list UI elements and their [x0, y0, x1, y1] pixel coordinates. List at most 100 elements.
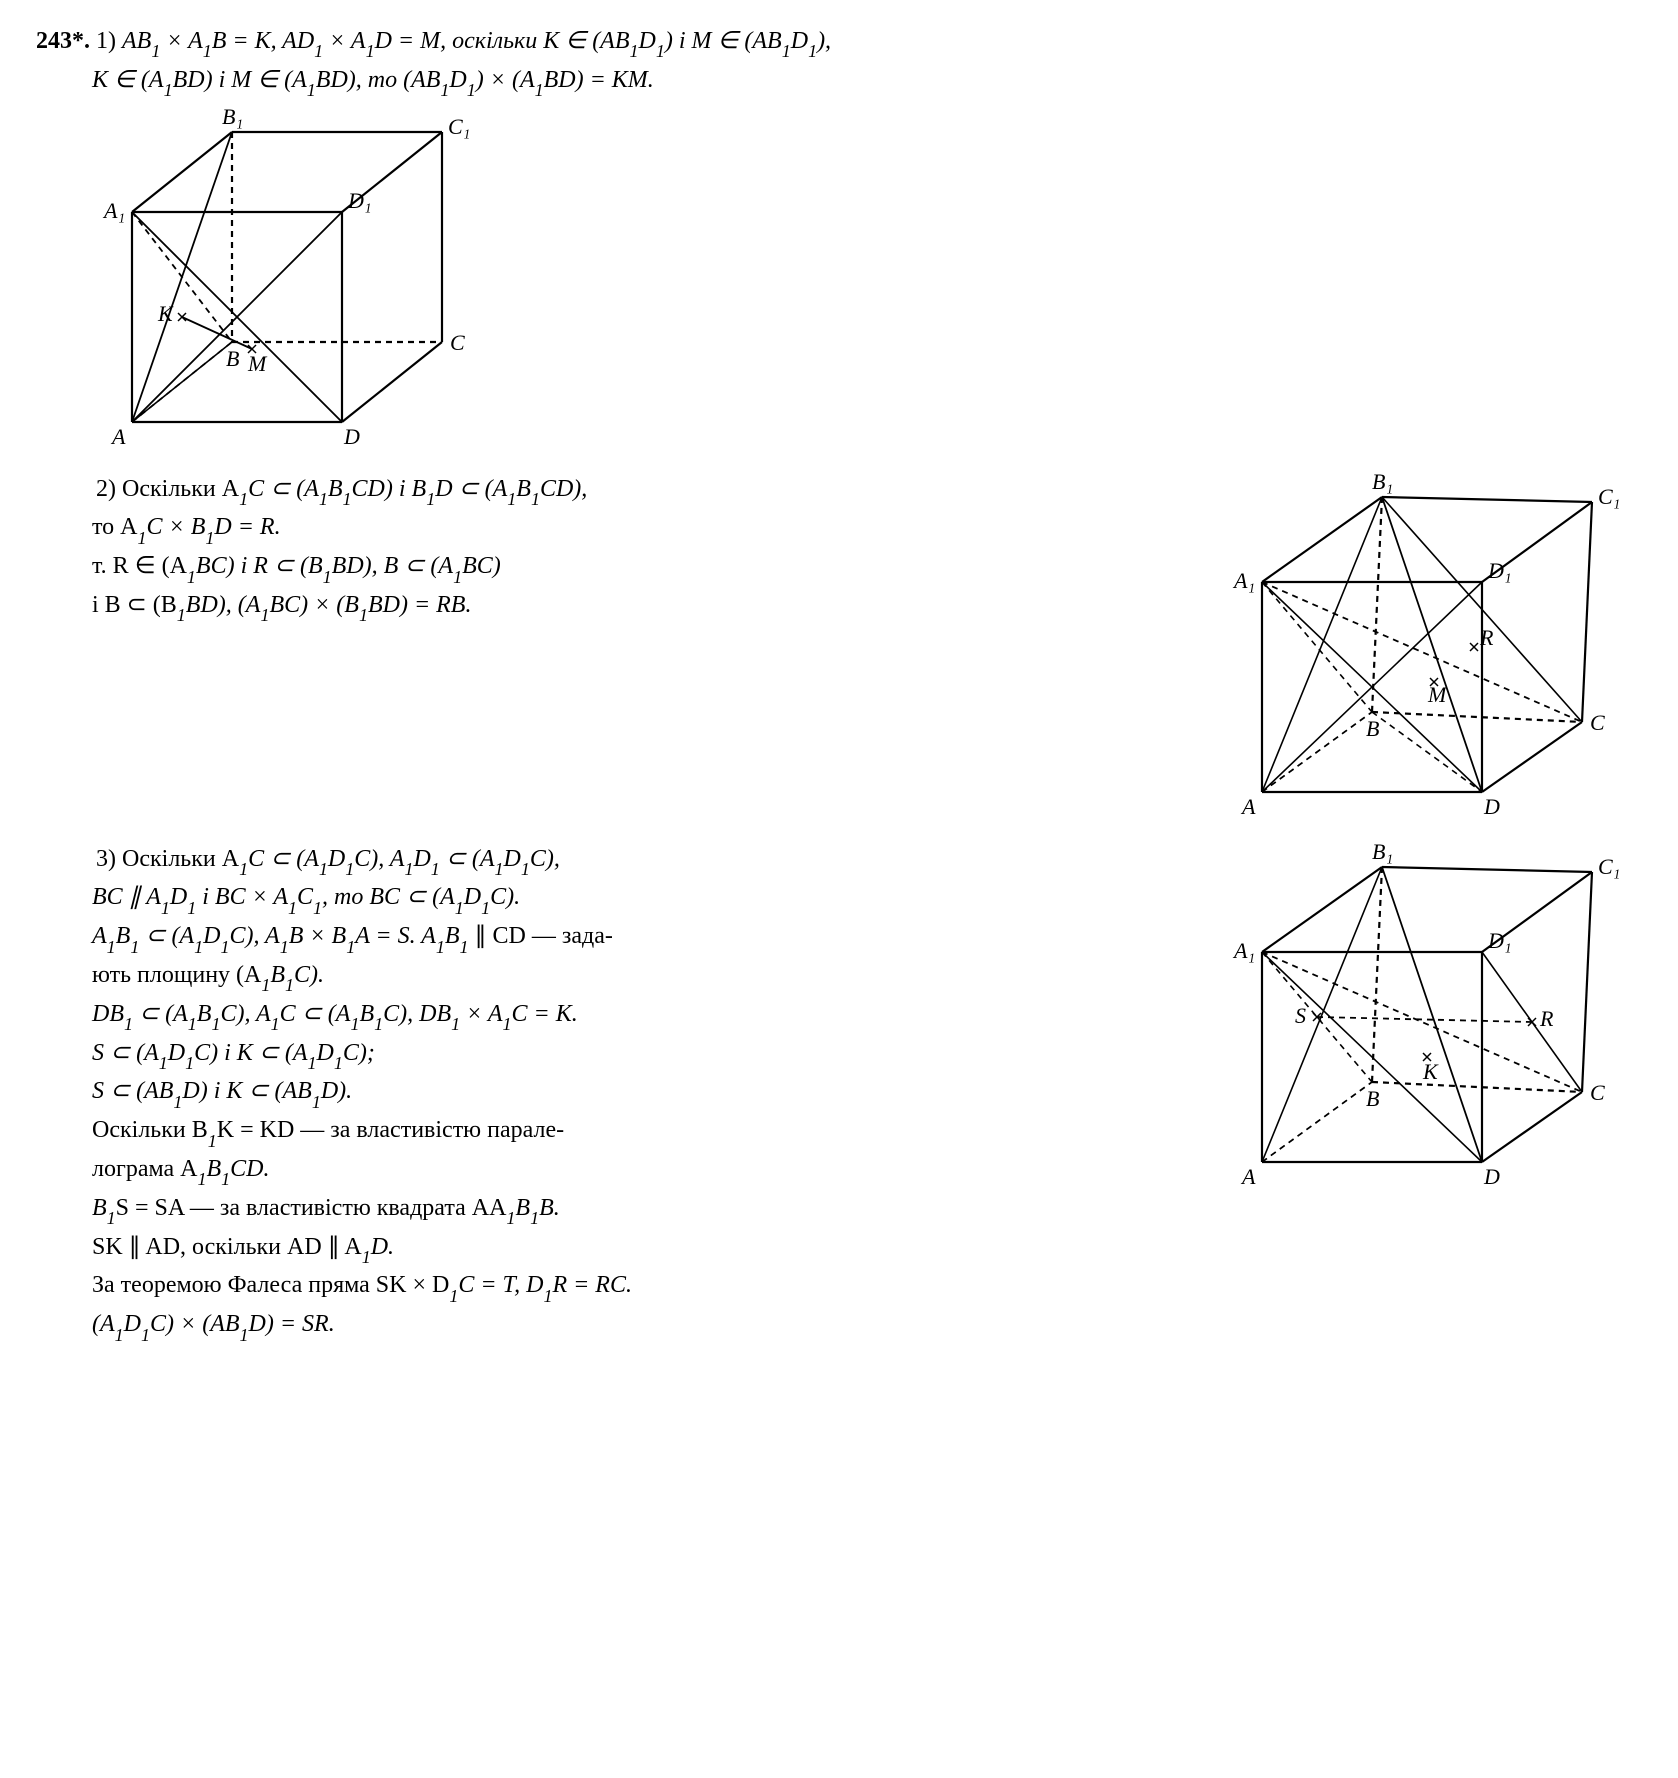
- part2-label: 2): [96, 476, 116, 502]
- t: S ⊂ (A: [92, 1040, 159, 1066]
- t: CD),: [540, 476, 587, 502]
- t: , то BC ⊂ (A: [322, 884, 455, 910]
- part2-line4: і B ⊂ (B1BD), (A1BC) × (B1BD) = RB.: [36, 588, 1198, 623]
- t: BC) × (B: [269, 592, 359, 618]
- t: D: [317, 1040, 334, 1066]
- part-2-block: 243*. 2) Оскільки A1C ⊂ (A1B1CD) і B1D ⊂…: [36, 472, 1642, 832]
- t: ),: [817, 28, 831, 54]
- svg-text:A₁: A₁: [102, 198, 125, 223]
- svg-text:R: R: [1479, 625, 1494, 650]
- t: D) і K ⊂ (AB: [182, 1078, 311, 1104]
- t: C),: [530, 846, 560, 872]
- t: B: [445, 923, 460, 949]
- t: D: [170, 884, 187, 910]
- t: BC) і R ⊂ (B: [196, 553, 323, 579]
- svg-text:D: D: [1483, 794, 1500, 819]
- t: B.: [539, 1195, 560, 1221]
- t: D ⊂ (A: [435, 476, 507, 502]
- t: лограма A: [92, 1156, 197, 1182]
- t: × A: [460, 1001, 502, 1027]
- t: B: [515, 1195, 530, 1221]
- t: BC ∥ A: [92, 884, 161, 910]
- svg-text:S: S: [1295, 1003, 1306, 1028]
- t: C).: [294, 962, 324, 988]
- t: B: [92, 1195, 107, 1221]
- svg-text:R: R: [1539, 1006, 1554, 1031]
- t: S ⊂ (AB: [92, 1078, 173, 1104]
- svg-text:C: C: [450, 330, 465, 355]
- part3-line13: (A1D1C) × (AB1D) = SR.: [36, 1307, 1198, 1342]
- figure-1-wrap: A₁B₁C₁D₁ABCDKM: [36, 102, 1642, 462]
- t: D).: [321, 1078, 352, 1104]
- t: C), DB: [383, 1001, 451, 1027]
- t: CD.: [230, 1156, 269, 1182]
- t: B: [359, 1001, 374, 1027]
- svg-text:A₁: A₁: [1232, 568, 1255, 593]
- t: D) = SR.: [249, 1311, 335, 1337]
- t: (A: [92, 1311, 115, 1337]
- t: Оскільки A: [122, 846, 239, 872]
- t: CD) і B: [352, 476, 427, 502]
- t: BD) = KM.: [544, 67, 654, 93]
- t: то A: [92, 514, 138, 540]
- t: B: [328, 476, 343, 502]
- t: D: [449, 67, 466, 93]
- t: A: [92, 923, 107, 949]
- part3-line9: лограма A1B1CD.: [36, 1152, 1198, 1187]
- t: C ⊂ (A: [248, 846, 319, 872]
- part3-line8: Оскільки B1K = KD — за властивістю парал…: [36, 1113, 1198, 1148]
- svg-text:C₁: C₁: [1598, 484, 1620, 509]
- part3-line12: За теоремою Фалеса пряма SK × D1C = T, D…: [36, 1268, 1198, 1303]
- t: ⊂ (A: [440, 846, 495, 872]
- svg-text:B: B: [226, 346, 239, 371]
- t: B: [116, 923, 131, 949]
- t: BC): [462, 553, 501, 579]
- svg-text:B: B: [1366, 716, 1379, 741]
- t: D: [124, 1311, 141, 1337]
- t: B: [270, 962, 285, 988]
- svg-text:A: A: [110, 424, 126, 449]
- t: Оскільки A: [122, 476, 239, 502]
- svg-text:K: K: [1422, 1059, 1439, 1084]
- t: ) × (A: [476, 67, 535, 93]
- t: BD) = RB.: [368, 592, 472, 618]
- t: SK ∥ AD, оскільки AD ∥ A: [92, 1234, 362, 1260]
- t: ють площину (A: [92, 962, 261, 988]
- t: C);: [343, 1040, 375, 1066]
- t: K = KD — за властивістю парале-: [217, 1117, 564, 1143]
- svg-text:M: M: [1427, 682, 1448, 707]
- svg-text:D₁: D₁: [1487, 558, 1512, 583]
- t: D: [639, 28, 656, 54]
- part3-line10: B1S = SA — за властивістю квадрата AA1B1…: [36, 1191, 1198, 1226]
- svg-text:A: A: [1240, 1164, 1256, 1189]
- t: Оскільки B: [92, 1117, 208, 1143]
- svg-text:D₁: D₁: [1487, 928, 1512, 953]
- figure-3: A₁B₁C₁D₁ABCDSKR: [1222, 842, 1642, 1202]
- part3-line2: BC ∥ A1D1 і BC × A1C1, то BC ⊂ (A1D1C).: [36, 880, 1198, 915]
- t: Оскільки A1C ⊂ (A1D1C), A1D1 ⊂ (A1D1C),: [122, 846, 560, 872]
- part1-label: 1): [96, 28, 116, 54]
- svg-text:C: C: [1590, 1080, 1605, 1105]
- svg-text:A₁: A₁: [1232, 938, 1255, 963]
- t: C), A: [354, 846, 404, 872]
- part3-line7: S ⊂ (AB1D) і K ⊂ (AB1D).: [36, 1074, 1198, 1109]
- t: і B ⊂ (B: [92, 592, 177, 618]
- part3-line1: 243*. 3) Оскільки A1C ⊂ (A1D1C), A1D1 ⊂ …: [36, 842, 1198, 877]
- t: AB: [122, 28, 151, 54]
- t: BD), (A: [186, 592, 261, 618]
- t: D: [203, 923, 220, 949]
- t: B = K, AD: [212, 28, 314, 54]
- part3-line5: DB1 ⊂ (A1B1C), A1C ⊂ (A1B1C), DB1 × A1C …: [36, 997, 1198, 1032]
- figure-2: A₁B₁C₁D₁ABCDRM: [1222, 472, 1642, 832]
- svg-text:B₁: B₁: [1372, 842, 1393, 864]
- part2-line3: т. R ∈ (A1BC) і R ⊂ (B1BD), B ⊂ (A1BC): [36, 549, 1198, 584]
- t: C) і K ⊂ (A: [194, 1040, 307, 1066]
- t: D: [791, 28, 808, 54]
- svg-text:C: C: [1590, 710, 1605, 735]
- figure-1: A₁B₁C₁D₁ABCDKM: [92, 102, 492, 462]
- t: DB: [92, 1001, 124, 1027]
- part1-line2: K ∈ (A1BD) і M ∈ (A1BD), то (AB1D1) × (A…: [36, 63, 1642, 98]
- t: ∥ CD — зада-: [469, 923, 613, 949]
- t: C = T, D: [458, 1272, 543, 1298]
- t: B: [197, 1001, 212, 1027]
